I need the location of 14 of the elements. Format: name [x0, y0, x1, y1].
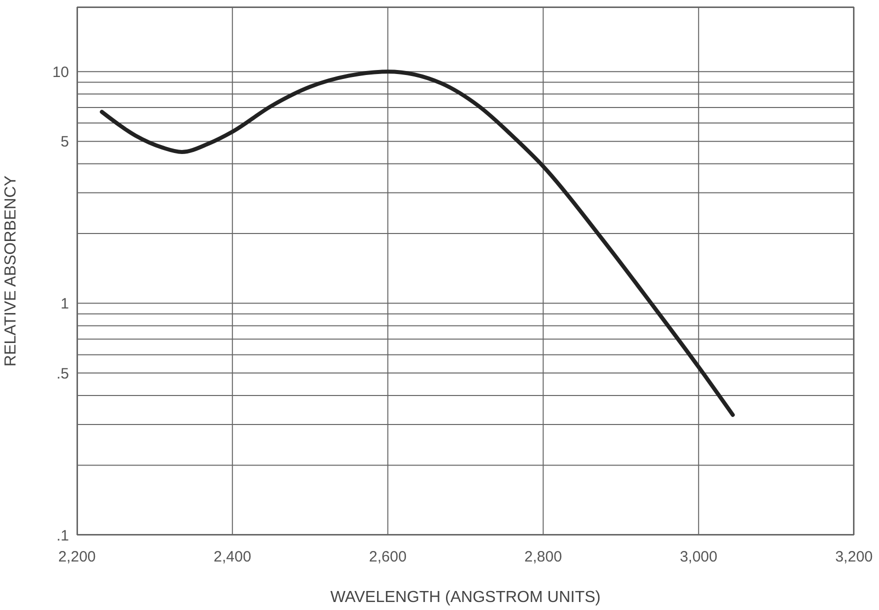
- y-tick-label: 10: [52, 64, 69, 81]
- y-tick-label: 5: [60, 134, 69, 151]
- x-tick-label: 3,200: [835, 548, 873, 566]
- y-tick-label: 1: [60, 296, 69, 313]
- y-tick-label: .5: [56, 365, 69, 382]
- x-tick-label: 2,400: [214, 548, 252, 566]
- x-tick-label: 3,000: [680, 548, 718, 566]
- x-tick-label: 2,800: [524, 548, 562, 566]
- line-series: [100, 70, 735, 417]
- y-tick-label: .1: [56, 527, 69, 544]
- x-axis-title: WAVELENGTH (ANGSTROM UNITS): [330, 589, 601, 606]
- x-tick-label: 2,200: [58, 548, 96, 566]
- x-tick-label: 2,600: [369, 548, 407, 566]
- y-axis-title: RELATIVE ABSORBENCY: [2, 175, 20, 366]
